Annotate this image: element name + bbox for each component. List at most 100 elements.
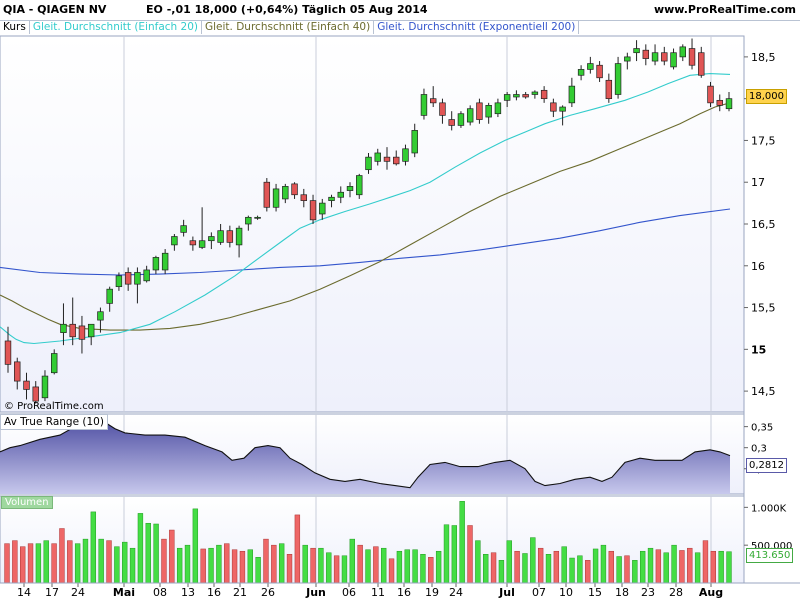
volume-bar bbox=[467, 525, 473, 584]
candle-body bbox=[161, 252, 169, 271]
candle-body bbox=[577, 69, 585, 76]
legend-kurs[interactable]: Kurs bbox=[0, 20, 30, 34]
ema200-line bbox=[0, 208, 731, 276]
volume-label[interactable]: Volumen bbox=[1, 496, 53, 509]
candle-body bbox=[716, 99, 723, 106]
candle-body bbox=[485, 105, 492, 118]
volume-bar bbox=[577, 555, 583, 584]
volume-bar bbox=[43, 540, 49, 584]
volume-bar bbox=[129, 547, 136, 584]
candle-body bbox=[51, 353, 58, 374]
candle-body bbox=[383, 156, 391, 162]
copyright-note: © ProRealTime.com bbox=[4, 401, 104, 412]
candle-body bbox=[106, 288, 113, 304]
volume-bar bbox=[451, 525, 458, 584]
x-tick-label: 08 bbox=[153, 586, 167, 599]
candle-body bbox=[642, 49, 650, 59]
volume-bar bbox=[51, 543, 57, 584]
candle-body bbox=[559, 106, 566, 112]
volume-bar bbox=[412, 549, 418, 584]
candle-body bbox=[14, 361, 21, 382]
candle-body bbox=[550, 102, 557, 112]
volume-bar bbox=[373, 546, 379, 584]
candle-body bbox=[198, 240, 206, 248]
price-tick-label: 18,5 bbox=[751, 51, 776, 64]
x-tick-label: 24 bbox=[71, 586, 85, 599]
candle-body bbox=[365, 156, 372, 171]
candle-body bbox=[309, 200, 317, 221]
volume-bar bbox=[718, 550, 724, 584]
candle-body bbox=[633, 48, 640, 54]
candle-body bbox=[328, 196, 335, 201]
volume-bar bbox=[184, 544, 191, 584]
volume-bar bbox=[475, 540, 481, 584]
candle-body bbox=[457, 113, 465, 126]
volume-bar bbox=[200, 548, 206, 584]
candle-body bbox=[707, 85, 714, 104]
volume-bar bbox=[4, 543, 10, 584]
volume-bar bbox=[294, 514, 301, 584]
volume-bar bbox=[545, 554, 552, 584]
candle-body bbox=[503, 94, 511, 101]
volume-bar bbox=[208, 547, 214, 584]
volume-bar bbox=[506, 540, 512, 584]
volume-last-tag: 413.650 bbox=[746, 548, 794, 563]
candle-body bbox=[476, 102, 483, 120]
volume-bar bbox=[365, 549, 371, 584]
candle-body bbox=[60, 323, 67, 333]
ma20-line bbox=[0, 73, 731, 345]
ma40-line bbox=[0, 102, 731, 331]
volume-bar bbox=[608, 550, 614, 584]
volume-bar bbox=[624, 555, 630, 584]
x-tick-label: Mai bbox=[113, 586, 135, 599]
candle-body bbox=[448, 119, 455, 126]
atr-label[interactable]: Av True Range (10) bbox=[0, 414, 108, 430]
volume-bar bbox=[639, 550, 646, 584]
volume-bar bbox=[161, 538, 167, 584]
candle-body bbox=[97, 311, 104, 321]
candle-body bbox=[466, 108, 474, 123]
volume-bar bbox=[176, 547, 183, 584]
volume-bar bbox=[388, 558, 395, 584]
volume-bar bbox=[404, 549, 410, 584]
volume-bar bbox=[679, 550, 685, 584]
x-tick-label: 28 bbox=[669, 586, 683, 599]
candle-body bbox=[725, 98, 733, 110]
candle-body bbox=[23, 380, 30, 390]
candle-body bbox=[393, 156, 400, 165]
candle-body bbox=[651, 52, 659, 62]
volume-bar bbox=[271, 544, 277, 584]
legend-ema200[interactable]: Gleit. Durchschnitt (Exponentiell 200) bbox=[374, 20, 580, 34]
x-tick-label: 17 bbox=[45, 586, 59, 599]
volume-bar bbox=[20, 546, 26, 584]
volume-bar bbox=[106, 540, 112, 584]
candle-body bbox=[688, 48, 696, 66]
candle-body bbox=[282, 186, 289, 200]
volume-bar bbox=[318, 547, 324, 584]
candle-body bbox=[180, 225, 187, 233]
volume-bar bbox=[90, 511, 97, 584]
volume-bar bbox=[255, 557, 261, 584]
volume-bar bbox=[687, 547, 693, 584]
candle-body bbox=[346, 186, 354, 191]
volume-bar bbox=[122, 541, 128, 584]
price-tick-label: 16 bbox=[751, 260, 765, 273]
price-tick-label: 14,5 bbox=[751, 385, 776, 398]
x-tick-label: 11 bbox=[371, 586, 385, 599]
volume-bar bbox=[341, 555, 348, 584]
candle-body bbox=[217, 230, 224, 243]
candle-body bbox=[679, 46, 686, 58]
candle-body bbox=[208, 236, 215, 242]
x-tick-label: 07 bbox=[532, 586, 546, 599]
volume-bar bbox=[490, 552, 497, 584]
price-info: EO -,01 18,000 (+0,64%) Täglich 05 Aug 2… bbox=[146, 3, 428, 16]
atr-area bbox=[0, 416, 730, 494]
site-link[interactable]: www.ProRealTime.com bbox=[653, 3, 796, 16]
legend-ma40[interactable]: Gleit. Durchschnitt (Einfach 40) bbox=[202, 20, 375, 34]
title-bar: QIA - QIAGEN NV EO -,01 18,000 (+0,64%) … bbox=[0, 0, 800, 21]
candle-body bbox=[134, 272, 141, 285]
volume-bar bbox=[381, 547, 387, 584]
atr-tick-label: 0,35 bbox=[751, 423, 773, 434]
legend-ma20[interactable]: Gleit. Durchschnitt (Einfach 20) bbox=[30, 20, 202, 34]
x-tick-label: 06 bbox=[342, 586, 356, 599]
